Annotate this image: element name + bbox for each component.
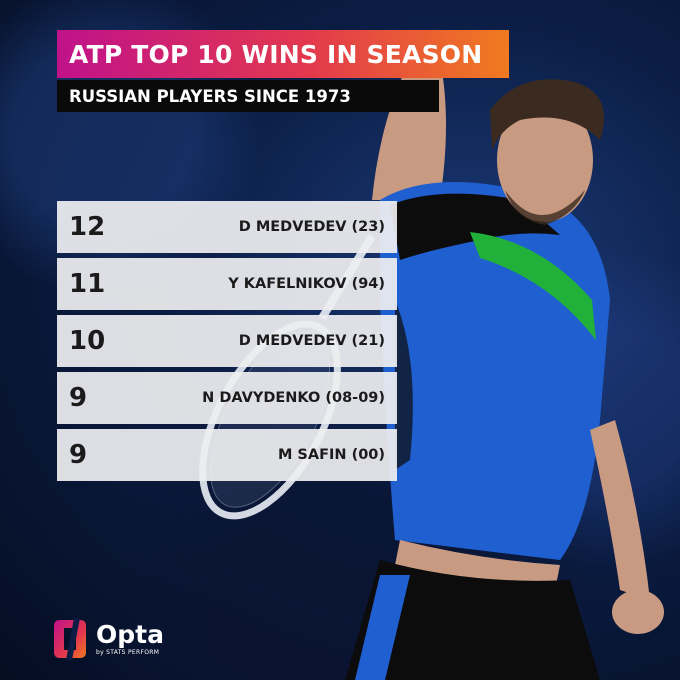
page-subtitle: RUSSIAN PLAYERS SINCE 1973 (69, 86, 351, 106)
player-name: D MEDVEDEV (23) (238, 219, 385, 235)
wins-count: 10 (69, 326, 106, 356)
table-row: 10 D MEDVEDEV (21) (57, 315, 397, 367)
ranking-table: 12 D MEDVEDEV (23) 11 Y KAFELNIKOV (94) … (57, 201, 397, 486)
player-name: D MEDVEDEV (21) (238, 333, 385, 349)
player-name: N DAVYDENKO (08-09) (202, 390, 385, 406)
wins-count: 9 (69, 383, 88, 413)
table-row: 12 D MEDVEDEV (23) (57, 201, 397, 253)
table-row: 9 M SAFIN (00) (57, 429, 397, 481)
table-row: 9 N DAVYDENKO (08-09) (57, 372, 397, 424)
player-name: Y KAFELNIKOV (94) (228, 276, 385, 292)
table-row: 11 Y KAFELNIKOV (94) (57, 258, 397, 310)
subtitle-banner: RUSSIAN PLAYERS SINCE 1973 (57, 80, 439, 112)
logo-subtext: by STATS PERFORM (96, 649, 160, 656)
page-title: ATP TOP 10 WINS IN SEASON (69, 39, 483, 69)
logo-wordmark: Opta (96, 620, 164, 649)
wins-count: 9 (69, 440, 88, 470)
wins-count: 11 (69, 269, 106, 299)
title-banner: ATP TOP 10 WINS IN SEASON (57, 30, 509, 78)
wins-count: 12 (69, 212, 106, 242)
player-name: M SAFIN (00) (277, 447, 385, 463)
opta-logo: Opta by STATS PERFORM (50, 615, 164, 663)
opta-logo-icon (54, 618, 86, 660)
